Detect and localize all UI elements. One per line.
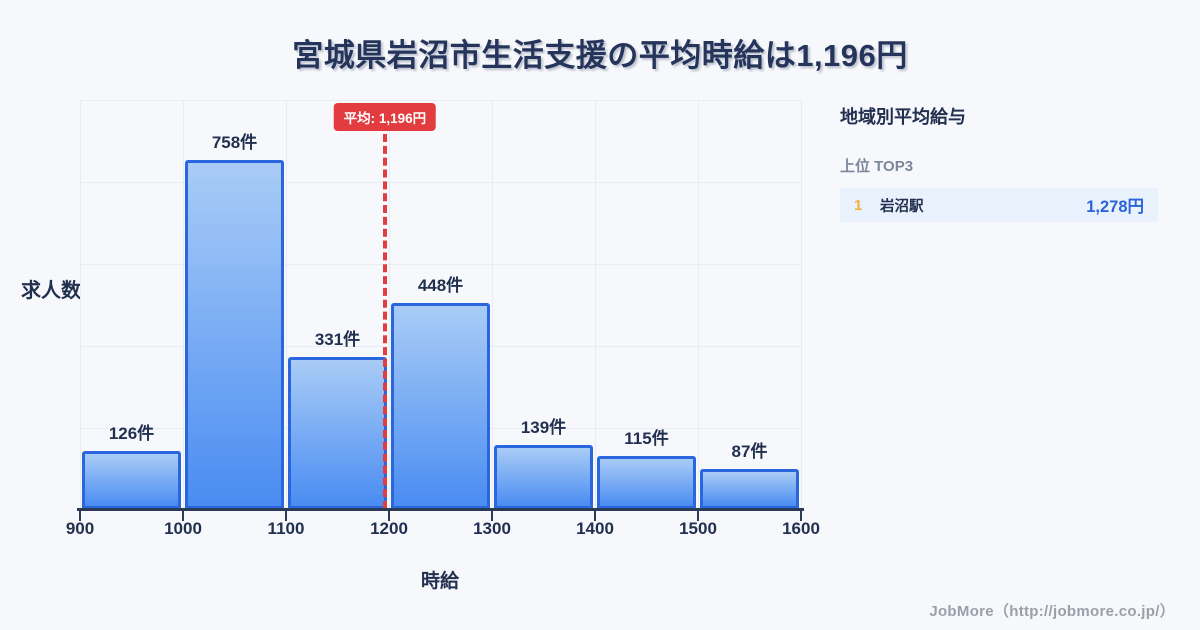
- h-gridline: [80, 264, 801, 265]
- bar-value-label: 126件: [108, 423, 155, 443]
- tick-label: 1100: [267, 519, 305, 538]
- v-gridline: [389, 100, 390, 510]
- region-panel-subtitle: 上位 TOP3: [840, 158, 914, 175]
- h-gridline: [80, 100, 801, 101]
- average-wage-line: [382, 134, 387, 509]
- histogram-bar: [82, 450, 181, 509]
- v-gridline: [492, 100, 493, 510]
- tick-label: 1500: [679, 519, 717, 538]
- tick-mark: [79, 511, 81, 521]
- bar-value-label: 331件: [314, 329, 361, 349]
- average-wage-badge: 平均: 1,196円: [333, 103, 437, 131]
- bar-value-label: 139件: [520, 417, 567, 437]
- tick-mark: [285, 511, 287, 521]
- tick-mark: [697, 511, 699, 521]
- histogram-bar: [597, 456, 696, 509]
- v-gridline: [595, 100, 596, 510]
- region-rank-list: 1 岩沼駅 1,278円: [840, 188, 1158, 222]
- histogram-bar: [700, 468, 799, 509]
- station-average-wage: 1,278円: [1086, 198, 1144, 216]
- histogram-bar: [288, 356, 387, 509]
- v-gridline: [183, 100, 184, 510]
- tick-mark: [800, 511, 802, 521]
- region-rank-row: 1 岩沼駅 1,278円: [840, 188, 1158, 222]
- y-axis-title: 求人数: [21, 280, 81, 302]
- region-panel-title: 地域別平均給与: [840, 107, 966, 127]
- bar-value-label: 87件: [731, 441, 768, 461]
- bar-value-label: 448件: [417, 275, 464, 295]
- tick-label: 1300: [473, 519, 511, 538]
- histogram-bar: [185, 159, 284, 509]
- credit-text: JobMore（http://jobmore.co.jp/）: [929, 603, 1175, 620]
- v-gridline: [80, 100, 81, 510]
- histogram-bar: [494, 444, 593, 509]
- tick-mark: [491, 511, 493, 521]
- station-name: 岩沼駅: [880, 198, 924, 215]
- v-gridline: [801, 100, 802, 510]
- histogram-bar: [391, 302, 490, 509]
- h-gridline: [80, 182, 801, 183]
- region-average-panel: 地域別平均給与 上位 TOP3 1 岩沼駅 1,278円: [840, 103, 1158, 226]
- bar-value-label: 115件: [624, 429, 669, 449]
- tick-label: 1600: [782, 519, 820, 538]
- x-axis-line: [77, 508, 804, 511]
- rank-number: 1: [854, 196, 863, 214]
- tick-mark: [594, 511, 596, 521]
- x-axis-title: 時給: [420, 571, 460, 592]
- tick-label: 1200: [370, 519, 408, 538]
- page-title: 宮城県岩沼市生活支援の平均時給は1,196円: [292, 38, 908, 73]
- bar-value-label: 758件: [211, 132, 258, 152]
- v-gridline: [698, 100, 699, 510]
- tick-label: 1000: [164, 519, 202, 538]
- tick-mark: [388, 511, 390, 521]
- tick-label: 900: [65, 519, 95, 538]
- tick-mark: [182, 511, 184, 521]
- histogram-plot: 126件 758件 331件 448件 139件 115件 87件 900 1000 1100 1…: [66, 100, 820, 538]
- tick-label: 1400: [576, 519, 614, 538]
- v-gridline: [286, 100, 287, 510]
